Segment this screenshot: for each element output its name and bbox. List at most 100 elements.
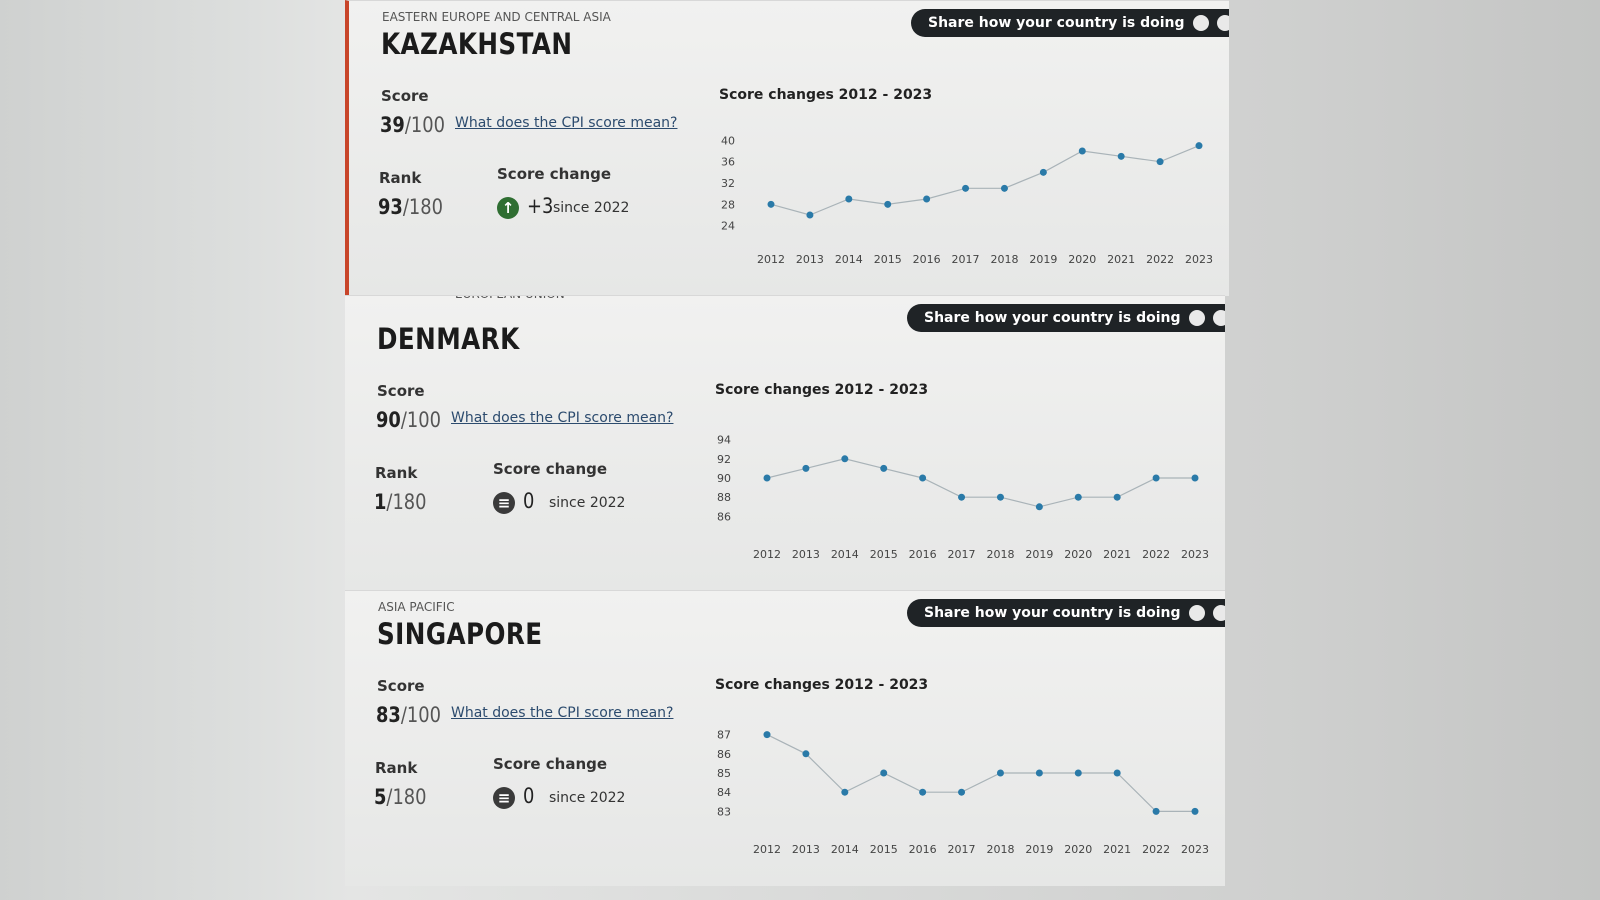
since: since 2022 xyxy=(553,200,630,216)
change-icon: ≡ xyxy=(493,787,515,809)
rank-max: /180 xyxy=(386,785,427,809)
x-tick-label: 2013 xyxy=(792,548,820,561)
facebook-icon[interactable] xyxy=(1212,605,1225,621)
rank-value: 1 xyxy=(374,490,387,514)
x-tick-label: 2014 xyxy=(835,253,863,266)
score-point xyxy=(919,474,927,482)
x-tick-label: 2017 xyxy=(952,253,980,266)
y-tick-label: 40 xyxy=(721,134,735,147)
score-point xyxy=(1152,807,1160,815)
cpi-link[interactable]: What does the CPI score mean? xyxy=(451,705,674,721)
rank: 93/180 xyxy=(378,195,443,219)
cpi-link[interactable]: What does the CPI score mean? xyxy=(451,410,674,426)
score-point xyxy=(763,731,771,739)
chart-title: Score changes 2012 - 2023 xyxy=(715,382,928,398)
score: 90/100 xyxy=(376,408,441,432)
country-name: KAZAKHSTAN xyxy=(381,27,573,61)
since: since 2022 xyxy=(549,495,626,511)
x-tick-label: 2021 xyxy=(1103,548,1131,561)
score-label: Score xyxy=(377,382,425,400)
since: since 2022 xyxy=(549,790,626,806)
score-max: /100 xyxy=(404,113,445,137)
x-tick-label: 2015 xyxy=(870,843,898,856)
change-value: 0 xyxy=(523,784,535,808)
score-point xyxy=(1035,769,1043,777)
x-tick-label: 2018 xyxy=(990,253,1018,266)
score-line xyxy=(766,734,1195,812)
change-label: Score change xyxy=(497,165,612,183)
x-tick-label: 2013 xyxy=(796,253,824,266)
rank-label: Rank xyxy=(379,169,422,187)
score-point xyxy=(884,200,892,208)
x-tick-label: 2020 xyxy=(1064,843,1092,856)
chart-title: Score changes 2012 - 2023 xyxy=(719,87,932,103)
x-tick-label: 2017 xyxy=(948,843,976,856)
score-line xyxy=(766,458,1195,508)
score-point xyxy=(1152,474,1160,482)
score-point xyxy=(996,493,1004,501)
x-tick-label: 2014 xyxy=(831,843,859,856)
change-label: Score change xyxy=(493,460,608,478)
x-tick-label: 2022 xyxy=(1142,548,1170,561)
score-point xyxy=(923,195,931,203)
score-label: Score xyxy=(381,87,429,105)
score-point xyxy=(1078,147,1086,155)
score-point xyxy=(962,184,970,192)
y-tick-label: 90 xyxy=(717,472,731,485)
region: European Union xyxy=(455,296,565,301)
y-tick-label: 32 xyxy=(721,177,735,190)
twitter-icon[interactable] xyxy=(1192,15,1209,31)
x-tick-label: 2022 xyxy=(1142,843,1170,856)
y-tick-label: 85 xyxy=(717,767,731,780)
rank-label: Rank xyxy=(375,759,418,777)
chart-title: Score changes 2012 - 2023 xyxy=(715,677,928,693)
cpi-link[interactable]: What does the CPI score mean? xyxy=(455,115,678,131)
x-tick-label: 2016 xyxy=(913,253,941,266)
y-tick-label: 87 xyxy=(717,729,731,742)
share-text: Share how your country is doing xyxy=(928,15,1185,31)
score-point xyxy=(996,769,1004,777)
share-button[interactable]: Share how your country is doing xyxy=(911,9,1229,37)
change-value: +3 xyxy=(527,194,554,218)
y-tick-label: 86 xyxy=(717,748,731,761)
y-tick-label: 36 xyxy=(721,156,735,169)
y-tick-label: 86 xyxy=(717,510,731,523)
score: 39/100 xyxy=(380,113,445,137)
twitter-icon[interactable] xyxy=(1188,605,1205,621)
x-tick-label: 2019 xyxy=(1029,253,1057,266)
y-tick-label: 94 xyxy=(717,434,731,447)
score-point xyxy=(806,211,814,219)
score-point xyxy=(763,474,771,482)
score-point xyxy=(1117,152,1125,160)
rank: 5/180 xyxy=(374,785,427,809)
country-panel: Eastern Europe and Central Asia KAZAKHSTA… xyxy=(345,0,1229,296)
x-tick-label: 2017 xyxy=(948,548,976,561)
rank-max: /180 xyxy=(402,195,443,219)
score-point xyxy=(802,750,810,758)
x-tick-label: 2015 xyxy=(870,548,898,561)
region: Eastern Europe and Central Asia xyxy=(382,10,611,24)
score-label: Score xyxy=(377,677,425,695)
x-tick-label: 2014 xyxy=(831,548,859,561)
twitter-icon[interactable] xyxy=(1188,310,1205,326)
change-label: Score change xyxy=(493,755,608,773)
share-button[interactable]: Share how your country is doing xyxy=(907,599,1225,627)
score-max: /100 xyxy=(400,703,441,727)
y-tick-label: 88 xyxy=(717,491,731,504)
score-point xyxy=(767,200,775,208)
facebook-icon[interactable] xyxy=(1212,310,1225,326)
score-point xyxy=(1035,503,1043,511)
score-value: 83 xyxy=(376,703,401,727)
x-tick-label: 2018 xyxy=(986,548,1014,561)
change-value: 0 xyxy=(523,489,535,513)
score-point xyxy=(1156,158,1164,166)
facebook-icon[interactable] xyxy=(1216,15,1229,31)
country-panel: European Union DENMARK Share how your coun… xyxy=(345,295,1225,591)
x-tick-label: 2018 xyxy=(986,843,1014,856)
rank-label: Rank xyxy=(375,464,418,482)
share-button[interactable]: Share how your country is doing xyxy=(907,304,1225,332)
y-tick-label: 84 xyxy=(717,786,731,799)
change-icon: ≡ xyxy=(493,492,515,514)
score-value: 90 xyxy=(376,408,401,432)
